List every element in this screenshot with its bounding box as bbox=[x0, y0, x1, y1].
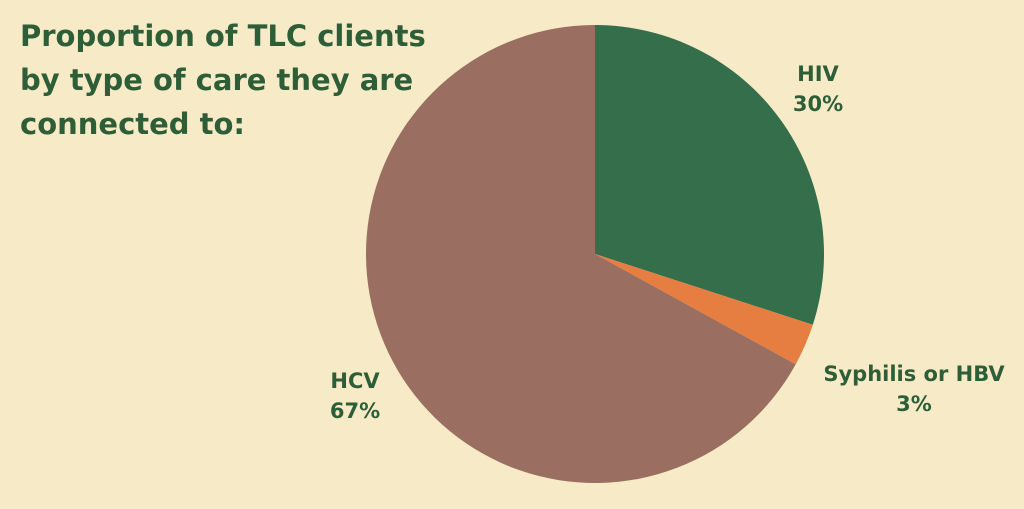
slice-value-label: 3% bbox=[896, 392, 932, 416]
pie-slice bbox=[595, 254, 813, 365]
slice-label: HIV bbox=[797, 62, 839, 86]
pie-slice bbox=[365, 25, 796, 483]
pie-slice bbox=[595, 25, 824, 325]
chart-title: Proportion of TLC clients by type of car… bbox=[20, 19, 426, 141]
slice-label: HCV bbox=[330, 369, 380, 393]
slice-label: Syphilis or HBV bbox=[823, 362, 1005, 386]
slice-value-label: 67% bbox=[330, 399, 380, 423]
slice-value-label: 30% bbox=[793, 92, 843, 116]
